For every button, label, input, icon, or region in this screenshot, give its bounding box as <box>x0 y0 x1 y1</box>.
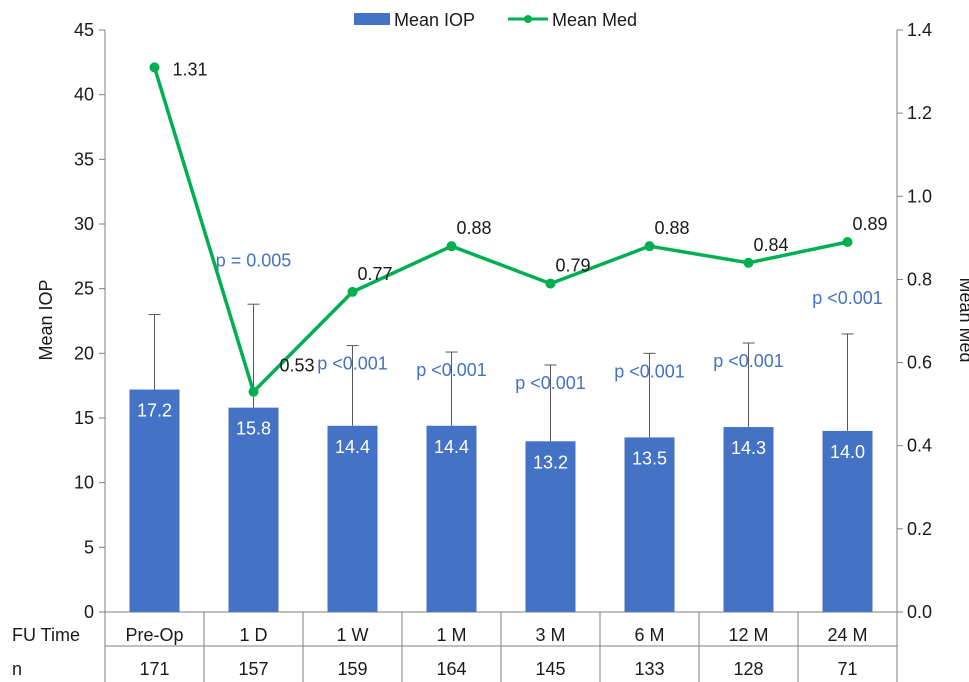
category-label: 1 M <box>436 625 466 645</box>
med-value-label: 1.31 <box>173 59 208 79</box>
n-value: 128 <box>733 659 763 679</box>
bar-mean-iop <box>228 407 279 612</box>
med-value-label: 0.79 <box>556 256 591 276</box>
category-label: 3 M <box>535 625 565 645</box>
point-mean-med <box>743 257 754 268</box>
category-label: 1 D <box>239 625 267 645</box>
category-label: 12 M <box>728 625 768 645</box>
y2-tick-label: 0.2 <box>907 519 932 539</box>
y-tick-label: 20 <box>74 343 94 363</box>
point-mean-med <box>644 241 655 252</box>
bar-value-label: 17.2 <box>137 401 172 421</box>
med-value-label: 0.77 <box>358 264 393 284</box>
bar-mean-iop <box>525 441 576 612</box>
fu-table: Pre-Op 1 D 1 W 1 M 3 M 6 M 12 M 24 M 171 157 159 16… <box>104 612 898 682</box>
bar-value-label: 14.3 <box>731 438 766 458</box>
point-mean-med <box>842 237 853 248</box>
bar-value-label: 14.4 <box>434 437 469 457</box>
med-value-label: 0.53 <box>280 356 315 376</box>
category-label: Pre-Op <box>125 625 183 645</box>
bar-mean-iop <box>723 427 774 612</box>
y2-tick-label: 0.6 <box>907 353 932 373</box>
y-tick-label: 30 <box>74 214 94 234</box>
y-tick-label: 40 <box>74 85 94 105</box>
y-axis-title: Mean IOP <box>36 279 56 360</box>
y2-tick-label: 1.0 <box>907 186 932 206</box>
p-value-label: p <0.001 <box>713 351 784 371</box>
bar-value-label: 14.4 <box>335 437 370 457</box>
category-label: 6 M <box>634 625 664 645</box>
y-tick-label: 35 <box>74 149 94 169</box>
bar-value-label: 13.5 <box>632 448 667 468</box>
line-mean-med <box>152 66 848 394</box>
n-value: 164 <box>436 659 466 679</box>
bar-value-label: 15.8 <box>236 419 271 439</box>
bar-mean-iop <box>624 437 675 612</box>
category-label: 24 M <box>827 625 867 645</box>
n-value: 133 <box>634 659 664 679</box>
legend-swatch-med-marker <box>524 15 532 23</box>
table-row-label-fu: FU Time <box>12 625 80 645</box>
med-value-label: 0.89 <box>853 214 888 234</box>
legend-label-iop: Mean IOP <box>394 10 475 30</box>
n-value: 71 <box>837 659 857 679</box>
n-value: 159 <box>337 659 367 679</box>
y-tick-label: 15 <box>74 408 94 428</box>
bar-mean-iop <box>129 389 180 612</box>
legend-swatch-iop <box>354 13 390 25</box>
bar-mean-iop <box>426 425 477 612</box>
n-value: 157 <box>238 659 268 679</box>
n-value: 145 <box>535 659 565 679</box>
med-line <box>149 62 853 397</box>
y-tick-label: 25 <box>74 279 94 299</box>
p-value-label: p <0.001 <box>416 360 487 380</box>
y2-axis-title: Mean Med <box>956 277 969 362</box>
bar-value-label: 14.0 <box>830 442 865 462</box>
y2-tick-label: 0.0 <box>907 602 932 622</box>
med-value-label: 0.84 <box>754 235 789 255</box>
y-tick-label: 10 <box>74 473 94 493</box>
bar-mean-iop <box>327 425 378 612</box>
y2-tick-label: 0.4 <box>907 436 932 456</box>
bars <box>129 389 873 612</box>
y2-tick-label: 1.4 <box>907 20 932 40</box>
table-row-label-n: n <box>12 659 22 679</box>
p-value-label: p <0.001 <box>812 288 883 308</box>
bar-mean-iop <box>822 430 873 612</box>
point-mean-med <box>149 62 160 73</box>
point-mean-med <box>248 386 259 397</box>
p-value-label: p <0.001 <box>515 373 586 393</box>
n-value: 171 <box>139 659 169 679</box>
p-value-label: p <0.001 <box>317 354 388 374</box>
category-label: 1 W <box>336 625 368 645</box>
point-mean-med <box>347 286 358 297</box>
p-value-label: p = 0.005 <box>216 251 292 271</box>
legend-label-med: Mean Med <box>552 10 637 30</box>
legend: Mean IOP Mean Med <box>354 10 637 30</box>
med-value-label: 0.88 <box>655 218 690 238</box>
y2-tick-label: 1.2 <box>907 103 932 123</box>
axes: 0 5 10 15 20 25 30 35 40 45 0.0 0.2 0.4 0.6 0.8 1.0 1.2 1… <box>74 20 932 622</box>
y2-tick-label: 0.8 <box>907 269 932 289</box>
y-tick-label: 5 <box>84 537 94 557</box>
data-labels: 17.2 15.8 14.4 14.4 13.2 13.5 14.3 14.0 1.31 0.53… <box>137 59 888 472</box>
point-mean-med <box>446 241 457 252</box>
y-tick-label: 0 <box>84 602 94 622</box>
bar-value-label: 13.2 <box>533 452 568 472</box>
p-value-label: p <0.001 <box>614 361 685 381</box>
point-mean-med <box>545 278 556 289</box>
y-tick-label: 45 <box>74 20 94 40</box>
med-value-label: 0.88 <box>457 218 492 238</box>
